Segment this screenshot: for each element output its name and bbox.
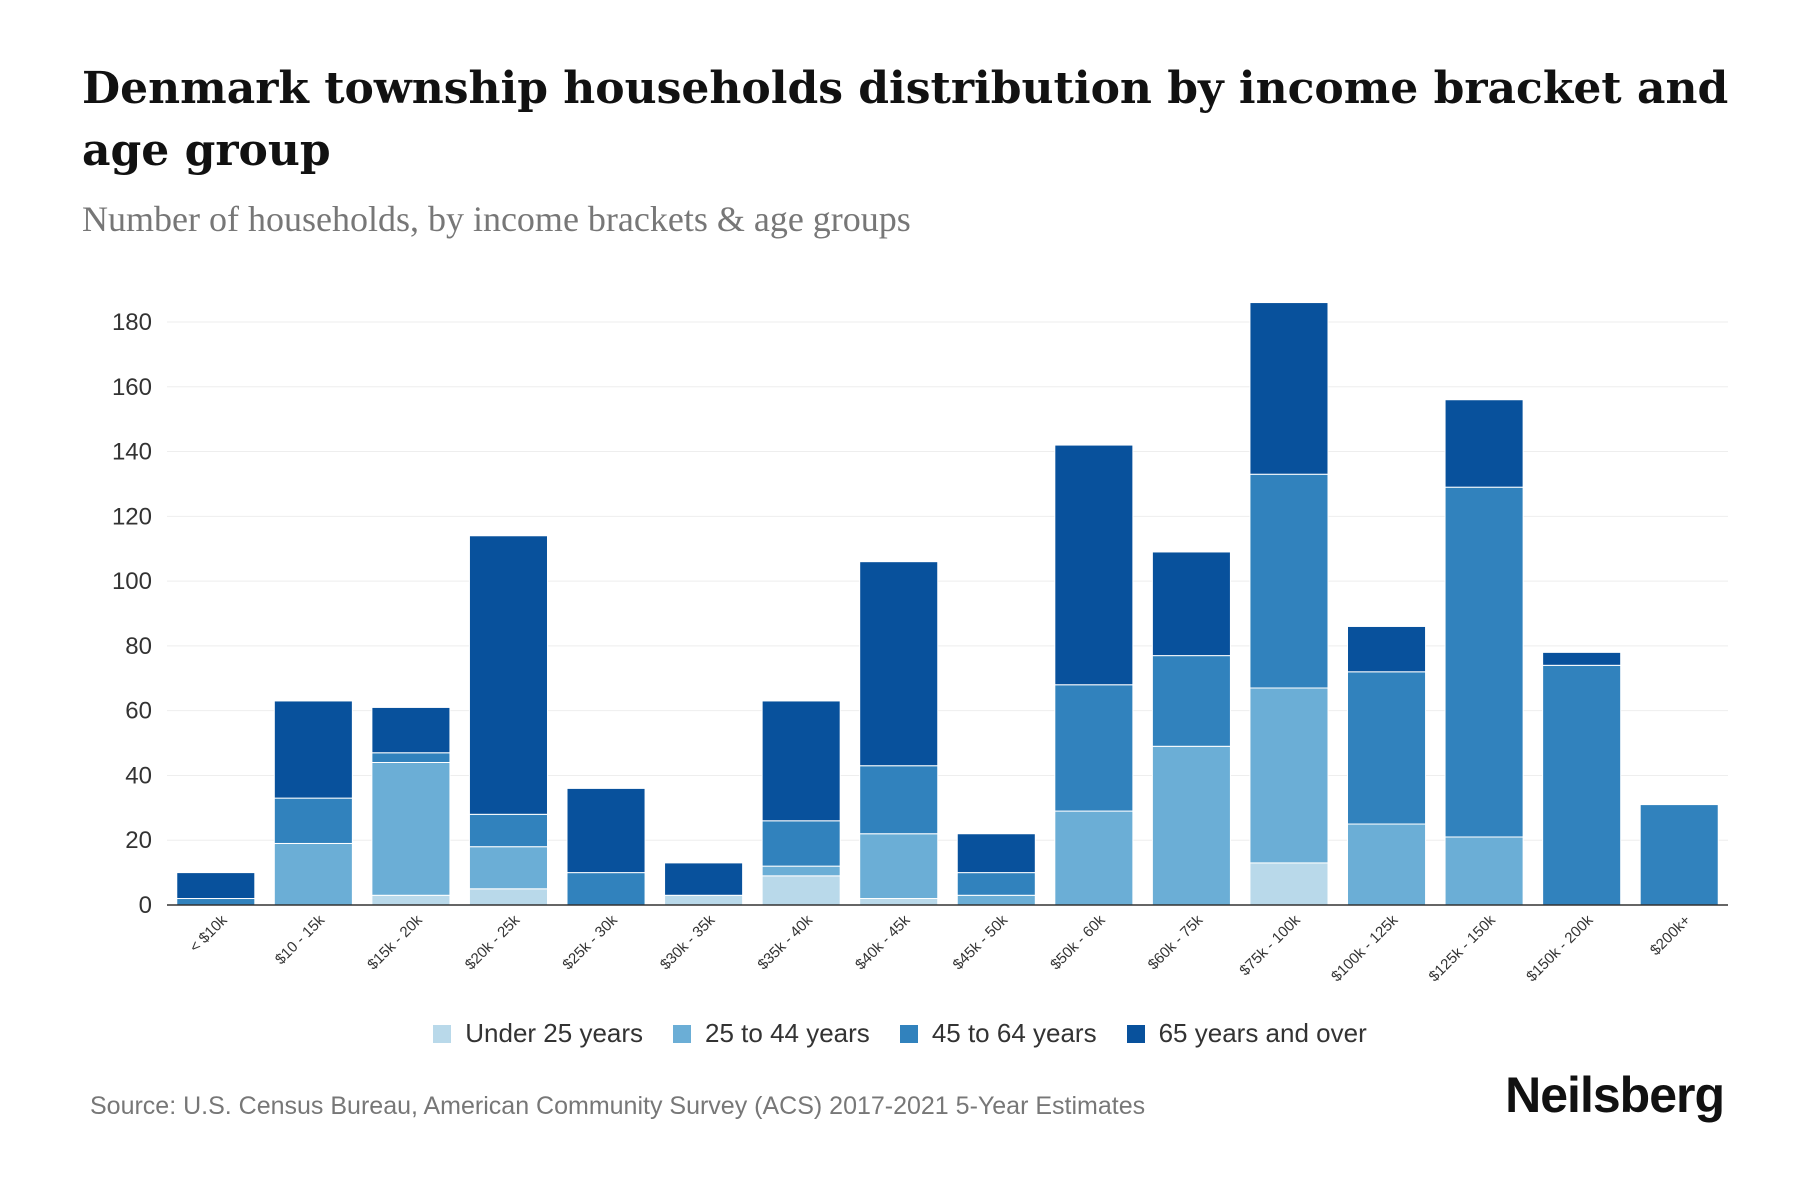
bar-segment-65-years-and-over <box>468 535 548 815</box>
bar-segment-45-to-64-years <box>761 820 841 867</box>
neilsberg-logo: Neilsberg <box>1505 1067 1725 1123</box>
bar-segment-65-years-and-over <box>1249 302 1329 475</box>
x-tick-label: < $10k <box>186 911 231 956</box>
bar-segment-25-to-44-years <box>761 865 841 877</box>
y-tick-label: 120 <box>112 503 152 530</box>
y-tick-label: 80 <box>125 633 152 660</box>
bar-segment-45-to-64-years <box>371 752 451 763</box>
bar-segment-25-to-44-years <box>1249 687 1329 864</box>
x-tick-label: $75k - 100k <box>1236 911 1304 979</box>
bar-segment-65-years-and-over <box>1347 625 1427 673</box>
bar-segment-45-to-64-years <box>1151 655 1231 747</box>
bar-segment-65-years-and-over <box>1444 399 1524 488</box>
bar-segment-65-years-and-over <box>859 561 939 767</box>
bar-segment-25-to-44-years <box>1151 745 1231 906</box>
bar-segment-45-to-64-years <box>1249 473 1329 689</box>
bar-segment-45-to-64-years <box>468 813 548 848</box>
legend-item: Under 25 years <box>433 1018 643 1049</box>
legend-label: Under 25 years <box>465 1018 644 1048</box>
bar-segment-45-to-64-years <box>566 872 646 906</box>
legend: Under 25 years 25 to 44 years 45 to 64 yea… <box>0 1018 1800 1049</box>
bar-segment-under-25-years <box>859 898 939 906</box>
bar-segment-45-to-64-years <box>273 797 353 844</box>
legend-swatch <box>899 1024 918 1043</box>
legend-label: 45 to 64 years <box>931 1018 1097 1048</box>
x-tick-label: $45k - 50k <box>950 911 1012 973</box>
legend-swatch <box>673 1024 692 1043</box>
x-tick-label: $10 - 15k <box>272 911 329 968</box>
bar-segment-65-years-and-over <box>761 700 841 822</box>
x-tick-label: $40k - 45k <box>852 911 914 973</box>
bar-segment-under-25-years <box>664 894 744 906</box>
bar-segment-under-25-years <box>761 875 841 906</box>
x-tick-label: $35k - 40k <box>754 911 816 973</box>
bar-segment-65-years-and-over <box>664 862 744 896</box>
y-tick-label: 40 <box>125 762 152 789</box>
legend-label: 65 years and over <box>1158 1018 1367 1048</box>
source-note: Source: U.S. Census Bureau, American Com… <box>90 1092 1146 1120</box>
bar-segment-65-years-and-over <box>273 700 353 799</box>
x-tick-label: $125k - 150k <box>1426 911 1500 985</box>
legend-swatch <box>433 1024 452 1043</box>
y-tick-label: 60 <box>125 698 152 725</box>
bar-segment-45-to-64-years <box>1444 486 1524 838</box>
y-tick-label: 160 <box>112 374 152 401</box>
bar-segment-under-25-years <box>371 894 451 906</box>
bar-segment-25-to-44-years <box>1444 836 1524 906</box>
bar-segment-65-years-and-over <box>1151 551 1231 657</box>
bar-segment-25-to-44-years <box>956 894 1036 906</box>
x-tick-label: $30k - 35k <box>657 911 719 973</box>
legend-label: 25 to 44 years <box>705 1018 870 1048</box>
chart-title: Denmark township households distribution… <box>82 63 1729 176</box>
y-tick-label: 20 <box>125 827 152 854</box>
bar-segment-45-to-64-years <box>1639 804 1719 906</box>
y-tick-label: 140 <box>112 439 152 466</box>
x-tick-label: $50k - 60k <box>1047 911 1109 973</box>
legend-swatch <box>1126 1024 1145 1043</box>
bar-segment-45-to-64-years <box>859 765 939 835</box>
bar-segment-45-to-64-years <box>956 872 1036 896</box>
y-tick-label: 180 <box>112 309 152 336</box>
x-tick-label: $15k - 20k <box>364 911 426 973</box>
x-tick-label: $25k - 30k <box>559 911 621 973</box>
bar-segment-25-to-44-years <box>1347 823 1427 906</box>
bar-segment-25-to-44-years <box>468 846 548 890</box>
x-tick-label: $60k - 75k <box>1145 911 1207 973</box>
x-tick-label: $150k - 200k <box>1523 911 1597 985</box>
x-tick-label: $100k - 125k <box>1328 911 1402 985</box>
bar-segment-45-to-64-years <box>1347 671 1427 825</box>
bar-segment-25-to-44-years <box>859 833 939 900</box>
bar-segment-25-to-44-years <box>273 842 353 906</box>
bar-segment-65-years-and-over <box>371 706 451 754</box>
bar-segment-65-years-and-over <box>176 872 256 900</box>
legend-item: 45 to 64 years <box>899 1018 1097 1049</box>
stacked-bar-chart: 0 20 40 60 80 100 120 140 160 180 < $10k $10 - 15k $… <box>112 302 1728 985</box>
bar-segment-under-25-years <box>468 888 548 906</box>
x-tick-label: $20k - 25k <box>462 911 524 973</box>
chart-subtitle: Number of households, by income brackets… <box>82 199 911 239</box>
bar-segment-45-to-64-years <box>1054 684 1134 812</box>
bar-segment-65-years-and-over <box>956 833 1036 874</box>
y-tick-label: 100 <box>112 568 152 595</box>
bar-segment-45-to-64-years <box>176 898 256 906</box>
legend-item: 25 to 44 years <box>673 1018 870 1049</box>
y-tick-label: 0 <box>139 892 152 919</box>
bar-segment-65-years-and-over <box>1054 444 1134 686</box>
bar-segment-65-years-and-over <box>566 787 646 874</box>
bar-segment-65-years-and-over <box>1542 651 1622 666</box>
bar-segment-45-to-64-years <box>1542 664 1622 906</box>
x-tick-label: $200k+ <box>1647 912 1694 959</box>
bar-segment-25-to-44-years <box>371 761 451 896</box>
legend-item: 65 years and over <box>1126 1018 1367 1049</box>
bar-segment-25-to-44-years <box>1054 810 1134 906</box>
bar-segment-under-25-years <box>1249 862 1329 906</box>
